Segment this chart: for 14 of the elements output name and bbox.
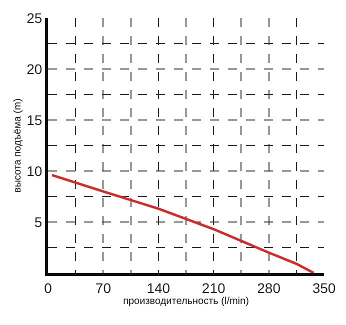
y-axis-title: высота подъёма (m) — [12, 98, 24, 193]
line-series — [50, 174, 315, 273]
x-axis-title: производительность (l/min) — [123, 296, 249, 307]
x-tick-label: 70 — [95, 280, 112, 296]
x-tick-label: 140 — [146, 280, 170, 296]
y-tick-label: 20 — [26, 60, 42, 77]
y-tick-label: 5 — [34, 214, 42, 230]
y-tick-label: 25 — [26, 10, 42, 26]
x-tick-label: 280 — [257, 280, 281, 296]
x-tick-label: 350 — [312, 280, 336, 296]
x-tick-label: 210 — [202, 280, 226, 296]
y-tick-label: 10 — [26, 162, 42, 179]
y-tick-label: 15 — [26, 112, 42, 128]
x-tick-label: 0 — [44, 280, 52, 296]
